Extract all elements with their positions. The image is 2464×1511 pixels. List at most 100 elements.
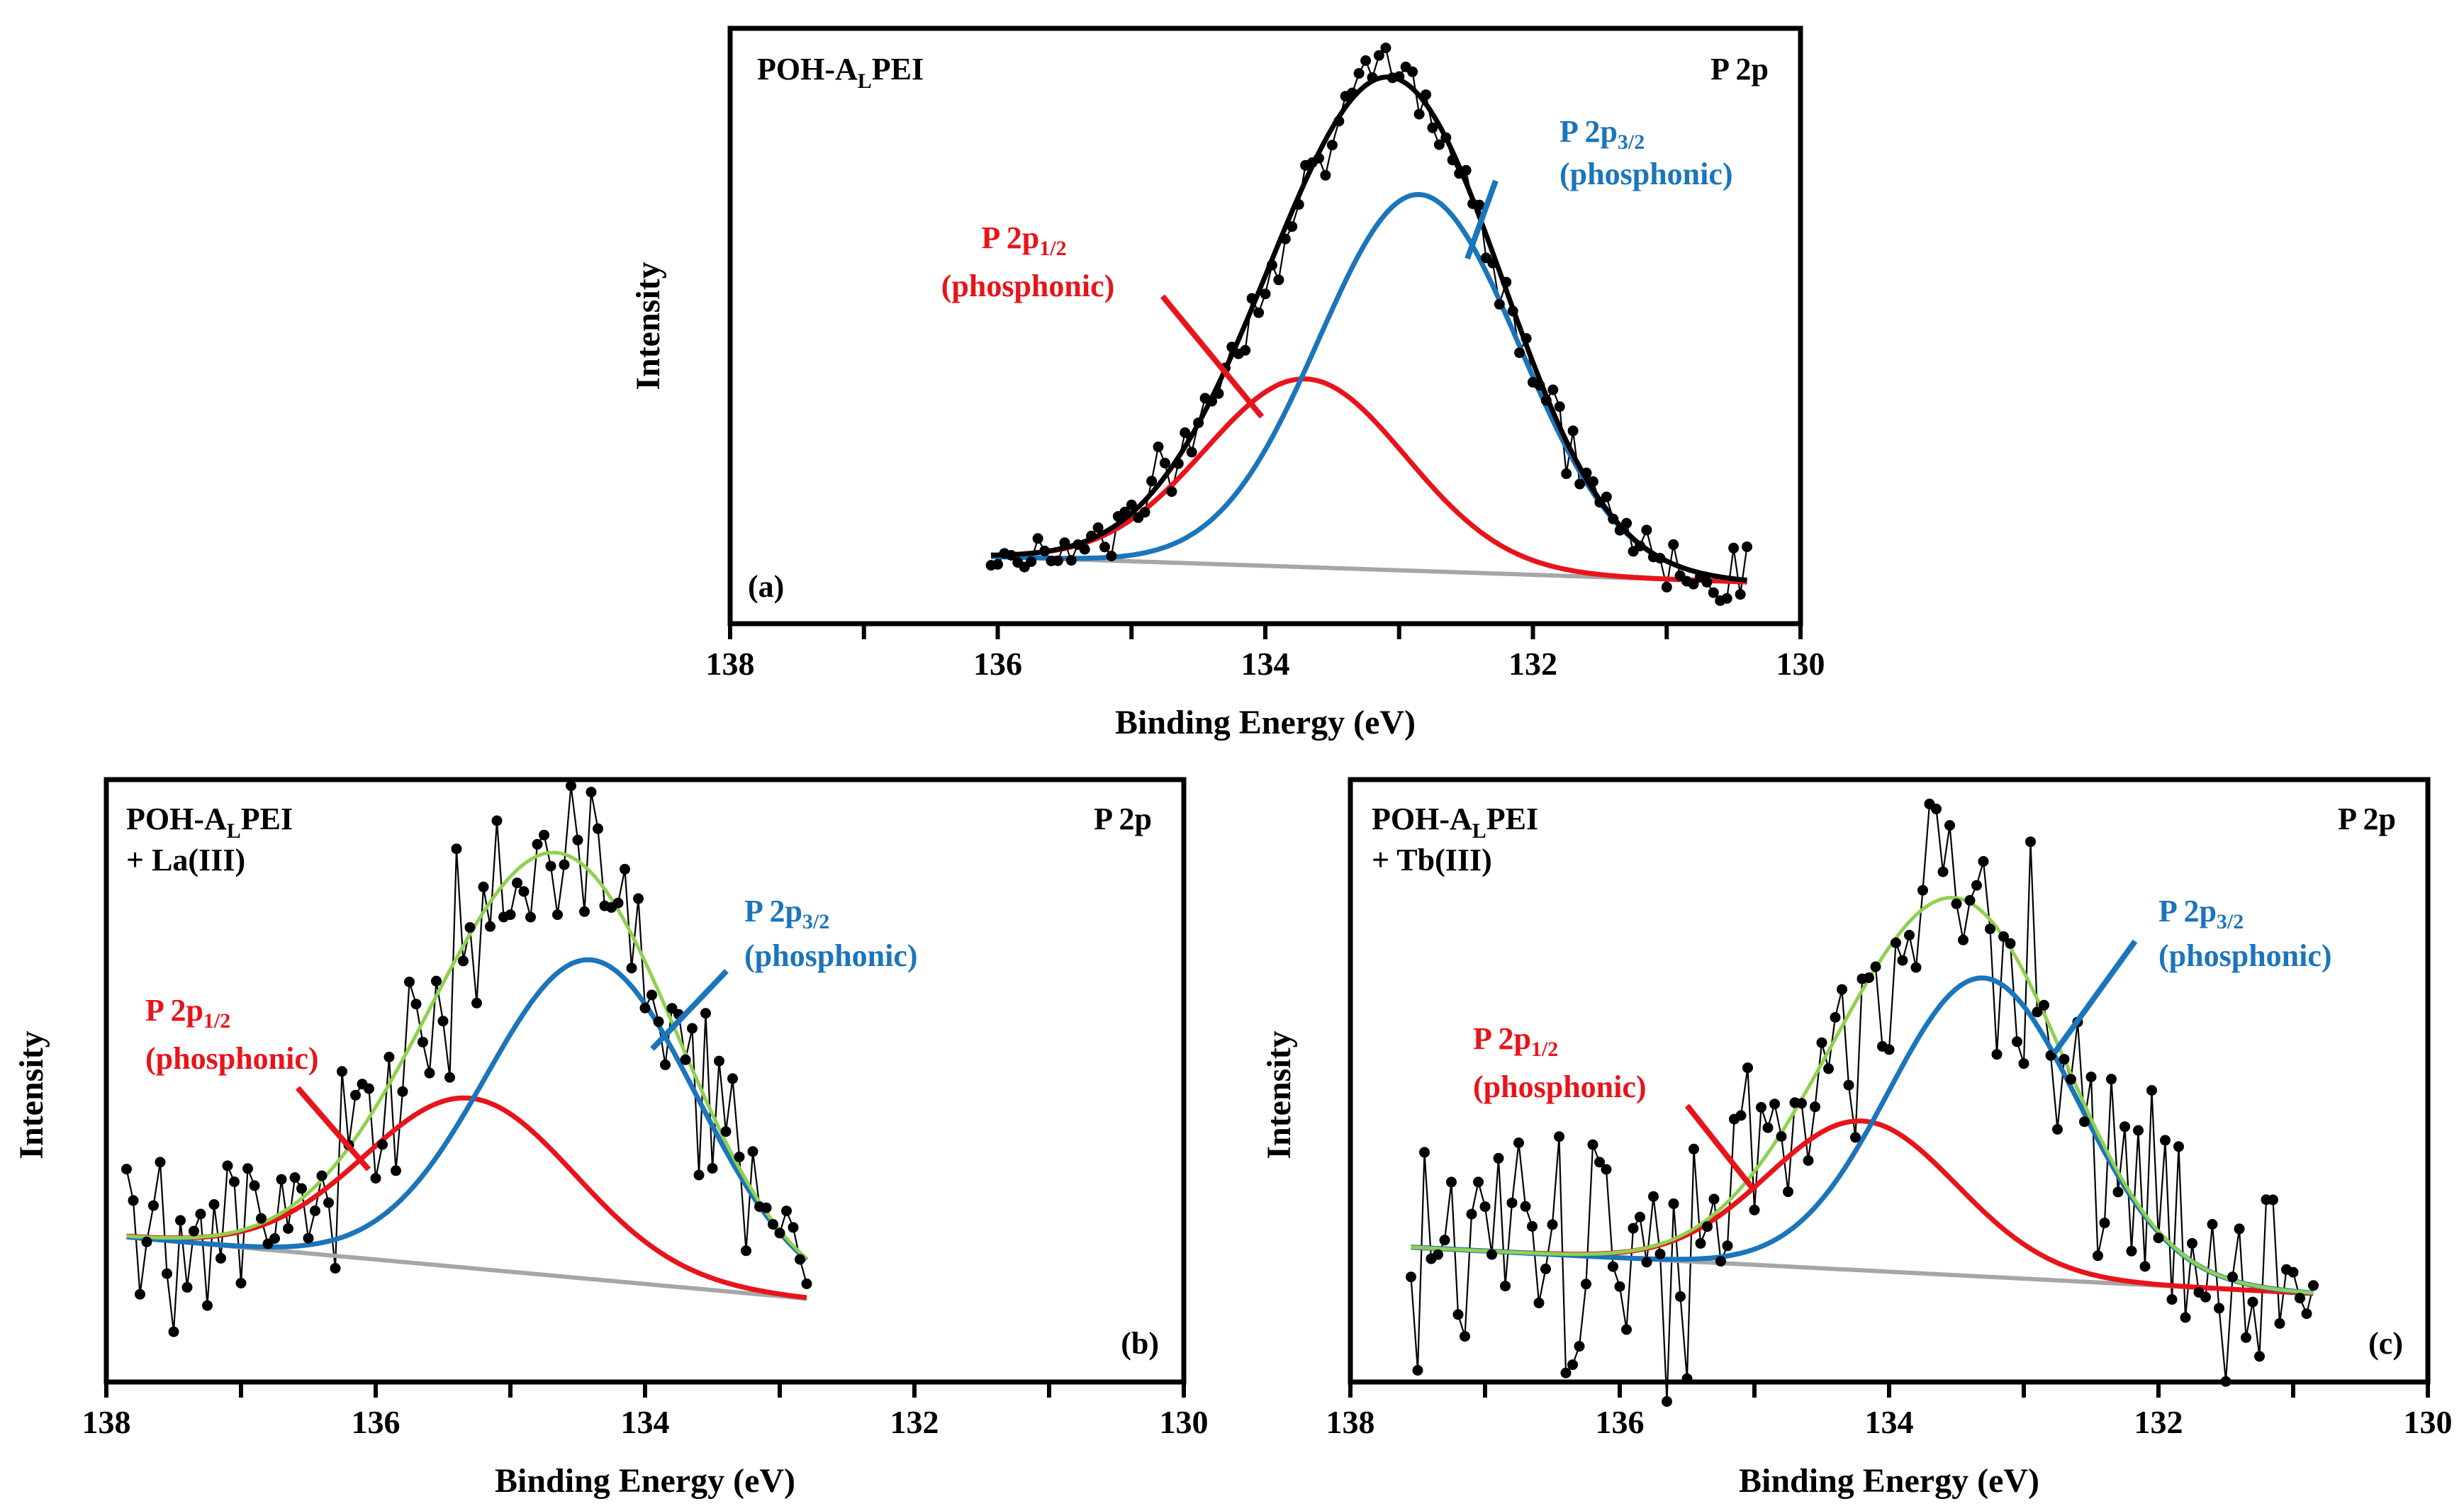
data-point [1756,1101,1766,1113]
data-point [2254,1351,2265,1362]
data-point [437,1016,449,1027]
data-point [2227,1271,2238,1283]
data-point [992,558,1003,570]
data-point [1059,537,1070,549]
annotation-red-line2: (phosphonic) [145,1041,319,1076]
data-point [1931,803,1942,814]
x-ticks: 138 136 134 132 130 [82,1382,1209,1440]
data-point [1728,542,1740,554]
annotation-blue: P 2p3/2 (phosphonic) [2158,894,2332,973]
data-point [2005,938,2016,949]
data-point [1540,395,1552,406]
data-point [620,863,630,875]
data-point [364,1083,374,1094]
data-point [1574,478,1586,490]
x-tick-label: 138 [706,646,755,682]
data-point [1964,894,1976,906]
data-point [1621,1324,1632,1335]
sample-title-main: POH-A [126,802,227,836]
data-point [444,1072,455,1083]
data-point [1500,1281,1511,1292]
x-tick-label: 136 [973,646,1022,682]
data-point [1119,507,1131,517]
data-point [1353,68,1365,79]
data-point [2146,1085,2157,1096]
data-point [714,1055,724,1067]
data-point [1540,1263,1551,1274]
data-point [1293,199,1304,210]
data-point [1944,820,1955,831]
data-point [1628,1223,1639,1234]
data-point [1742,541,1752,552]
sample-title-tail: PEI [1486,802,1538,836]
data-point [2099,1218,2110,1229]
data-point [1689,1143,1699,1155]
data-point [1373,50,1384,61]
data-point [1279,233,1291,245]
data-point [1520,1201,1531,1212]
data-point [1052,555,1063,566]
data-point [1796,1098,1807,1109]
data-point [727,1073,738,1084]
annotation-red: P 2p1/2 (phosphonic) [145,993,319,1076]
data-point [458,955,469,967]
data-point [1864,972,1874,983]
data-point [579,906,590,917]
data-point [222,1160,233,1172]
data-point [1837,984,1847,995]
sample-title: POH-ALPEI + La(III) [126,802,301,877]
data-point [1460,164,1472,176]
data-point [168,1326,179,1337]
data-point [1917,884,1928,896]
annotation-blue-sub: 3/2 [2217,910,2244,933]
data-point [1998,931,2009,942]
panel-b: Intensity 138 136 134 132 130 Binding Energy… [13,777,1209,1500]
data-point [639,1002,651,1013]
x-tick-label: 138 [1326,1404,1375,1440]
data-point [774,1228,785,1239]
data-point [653,1016,664,1028]
data-point [195,1208,206,1220]
data-point [1695,1237,1706,1249]
panel-label: (c) [2368,1326,2403,1361]
data-point [1166,486,1177,498]
data-point [1641,1257,1652,1268]
annotation-blue-line2: (phosphonic) [2158,938,2332,973]
data-point [1466,1208,1477,1220]
data-point [1850,1132,1861,1143]
x-ticks: 138 136 134 132 130 [706,624,1825,682]
data-point [485,921,495,932]
data-point [1412,1365,1423,1376]
data-point [1473,1176,1484,1188]
x-tick-label: 138 [82,1404,131,1440]
data-point [1193,417,1204,429]
data-point [1648,1191,1659,1202]
x-ticks: 138 136 134 132 130 [1326,1382,2453,1440]
data-point [2214,1303,2224,1314]
data-point [1870,961,1881,972]
data-point [1830,1012,1841,1023]
sample-title-tail: PEI [872,52,924,86]
data-point [1769,1099,1780,1110]
data-point [1065,555,1077,566]
data-point [1266,259,1277,271]
data-point [1320,169,1331,181]
data-point [1507,305,1518,317]
data-point [1026,556,1037,567]
data-point [2268,1194,2278,1206]
data-point [1533,1297,1545,1308]
data-point [1708,1193,1720,1205]
data-point [1126,499,1137,510]
data-point [1715,1256,1726,1267]
data-point [2106,1074,2117,1085]
x-tick-label: 132 [2134,1404,2183,1440]
data-point [1452,1309,1464,1320]
data-point [1486,1249,1497,1260]
sample-title-sub: L [1472,819,1486,843]
data-point [1702,1221,1713,1232]
data-point [1433,139,1445,150]
data-point [1708,587,1719,598]
x-tick-label: 132 [890,1404,939,1440]
data-point [1937,866,1949,877]
data-point [269,1233,280,1244]
